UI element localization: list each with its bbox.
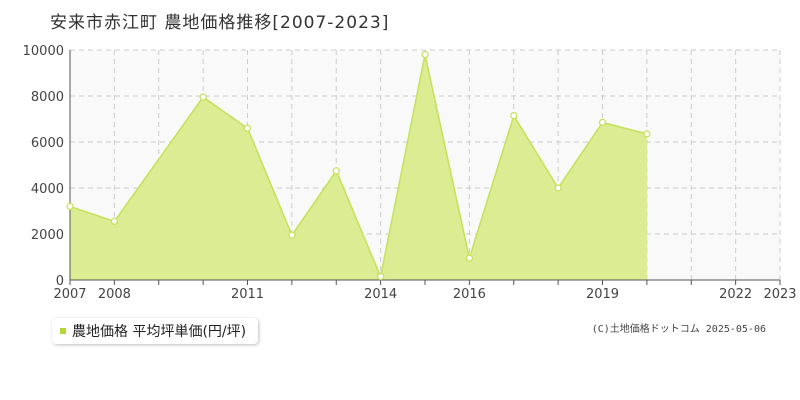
legend-swatch — [60, 328, 66, 334]
x-tick-label: 2022 — [719, 287, 752, 302]
data-point — [243, 124, 252, 132]
data-point — [421, 50, 429, 59]
x-tick-label: 2023 — [763, 287, 796, 302]
x-tick-label: 2007 — [53, 287, 86, 302]
chart-title: 安来市赤江町 農地価格推移[2007-2023] — [50, 13, 390, 33]
x-tick-label: 2019 — [586, 287, 619, 302]
data-point — [332, 167, 340, 175]
y-tick-label: 4000 — [31, 182, 64, 197]
x-tick-label: 2016 — [453, 287, 486, 302]
data-point — [110, 217, 119, 225]
data-points — [66, 50, 651, 281]
x-tick-label: 2011 — [231, 287, 264, 302]
data-point — [510, 111, 518, 120]
data-point — [199, 93, 207, 101]
y-tick-label: 8000 — [31, 90, 64, 105]
data-point — [554, 184, 562, 192]
axes — [69, 50, 781, 285]
data-point — [465, 254, 473, 262]
data-point — [66, 202, 74, 210]
legend: 農地価格 平均坪単価(円/坪) — [52, 318, 259, 344]
y-tick-label: 6000 — [31, 136, 64, 151]
tick-labels: 0 2000 4000 6000 8000 10000 2007 2008 2011 2014 20… — [23, 44, 797, 302]
y-tick-label: 10000 — [23, 44, 64, 59]
data-point — [643, 130, 651, 138]
data-point — [598, 118, 607, 127]
y-tick-label: 0 — [56, 274, 64, 289]
legend-label: 農地価格 平均坪単価(円/坪) — [72, 324, 247, 340]
data-point — [288, 231, 296, 239]
x-tick-label: 2014 — [364, 287, 397, 302]
x-tick-label: 2008 — [98, 287, 131, 302]
data-point — [377, 273, 385, 281]
area-fill — [70, 54, 647, 280]
y-tick-label: 2000 — [31, 228, 64, 243]
copyright-text: (C)土地価格ドットコム 2025-05-06 — [591, 324, 766, 335]
